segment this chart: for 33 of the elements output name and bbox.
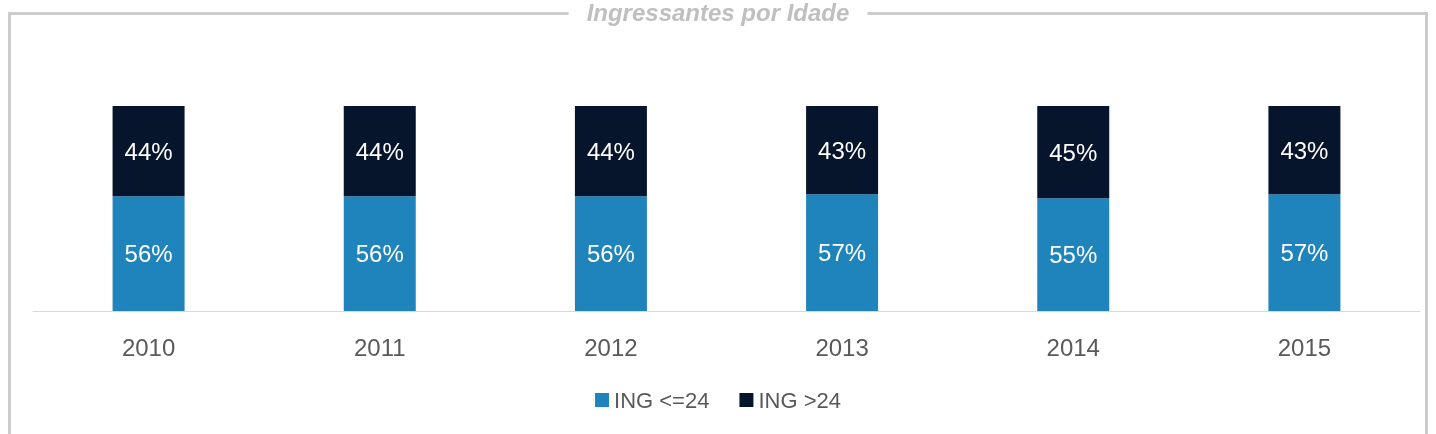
chart-title: Ingressantes por Idade [586,0,850,26]
data-label: 44% [586,137,635,165]
bar [806,194,879,311]
bar [1037,106,1110,199]
bar [574,106,647,197]
data-label: 57% [818,239,867,267]
data-label: 43% [1280,136,1329,164]
bar [112,196,185,311]
x-tick-label: 2011 [353,333,406,361]
data-label: 45% [1049,138,1098,166]
x-tick-label: 2010 [121,333,176,361]
bar [1037,198,1110,311]
bar [343,196,416,311]
data-label: 57% [1280,239,1329,267]
data-label: 56% [124,240,173,268]
bar [112,106,185,197]
bar [574,196,647,311]
legend-label: ING <=24 [614,387,710,413]
data-label: 55% [1049,241,1098,269]
x-tick-label: 2014 [1046,333,1100,361]
data-label: 44% [355,137,404,165]
bar [806,106,879,195]
x-tick-label: 2012 [584,333,638,361]
data-label: 56% [355,240,404,268]
data-label: 56% [586,240,635,268]
legend-label: ING >24 [758,387,841,413]
x-tick-label: 2013 [815,333,869,361]
bar [1268,106,1341,195]
data-label: 43% [818,136,867,164]
data-label: 44% [124,137,173,165]
bar [1268,194,1341,311]
bar [343,106,416,197]
x-tick-label: 2015 [1277,333,1332,361]
